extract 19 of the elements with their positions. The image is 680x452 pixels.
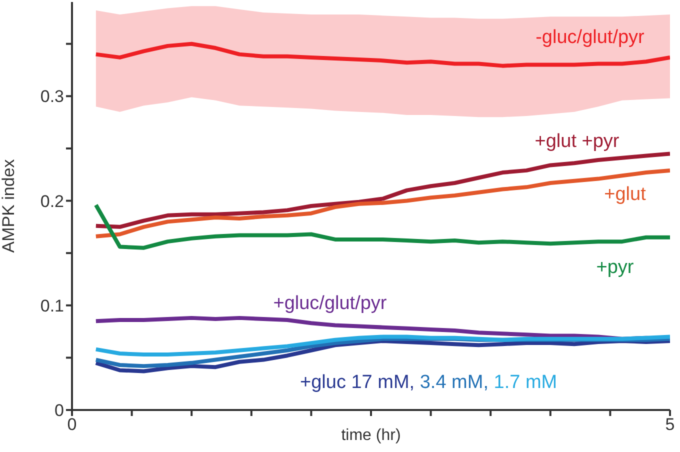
line-series — [94, 168, 670, 238]
y-tick-label: 0 — [54, 401, 64, 420]
series-label: 3.4 mM, — [418, 372, 488, 393]
series-label: +glut +pyr — [534, 131, 620, 153]
y-tick-label: 0.3 — [40, 87, 64, 106]
series-label: +gluc/glut/pyr — [273, 293, 387, 315]
line-series — [94, 334, 670, 357]
series-label: 1.7 mM — [492, 372, 558, 393]
y-axis-title: AMPK index — [0, 158, 18, 253]
x-tick-label: 5 — [665, 415, 675, 434]
series-label: +pyr — [596, 257, 634, 279]
x-axis-title: time (hr) — [341, 427, 401, 444]
series-label: +glut — [604, 184, 646, 206]
y-tick-label: 0.1 — [40, 296, 64, 316]
series-label: -gluc/glut/pyr — [536, 27, 644, 49]
series-label: +gluc 17 mM, — [300, 372, 415, 393]
line-series — [94, 202, 670, 250]
y-tick-label: 0.2 — [40, 192, 64, 211]
line-series — [94, 152, 670, 229]
